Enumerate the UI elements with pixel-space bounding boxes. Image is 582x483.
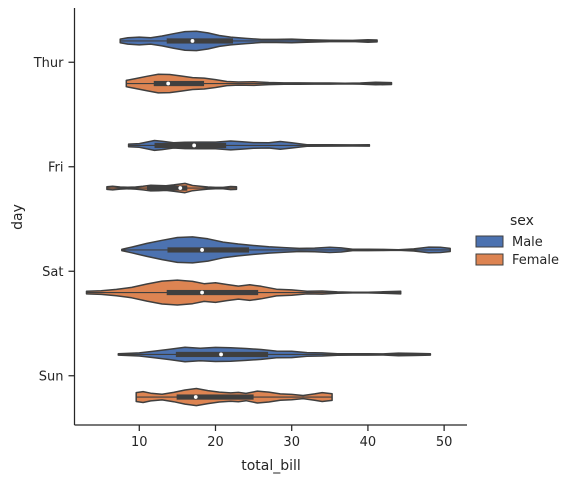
violin-fri-male-iqr-box xyxy=(154,142,227,149)
violin-thur-female-median-point xyxy=(166,81,171,86)
violin-thur-male-median-point xyxy=(190,39,195,43)
x-ticks: 10 20 30 40 50 xyxy=(131,425,452,450)
legend: sex Male Female xyxy=(475,213,559,268)
y-tick-label-thur: Thur xyxy=(33,56,64,71)
legend-swatch-male xyxy=(475,235,504,248)
violin-sat-male-iqr-box xyxy=(167,247,250,253)
violin-fri-female-median-point xyxy=(178,186,183,190)
violin-sat-male-median-point xyxy=(200,248,204,252)
y-tick-label-sat: Sat xyxy=(42,265,63,280)
x-tick-label-20: 20 xyxy=(207,435,224,450)
violin-sun-male-median-point xyxy=(219,352,223,357)
legend-swatch-female xyxy=(475,253,504,266)
x-tick-label-30: 30 xyxy=(283,435,300,450)
violin-fri-male-median-point xyxy=(192,143,197,148)
y-tick-label-fri: Fri xyxy=(48,160,64,175)
axes xyxy=(73,8,467,426)
y-axis-title: day xyxy=(10,204,26,230)
x-tick-label-50: 50 xyxy=(436,435,453,450)
violins-layer xyxy=(85,30,451,407)
legend-label-female: Female xyxy=(512,253,559,268)
violin-sun-female-iqr-box xyxy=(176,394,254,400)
y-ticks: Thur Fri Sat Sun xyxy=(33,56,75,384)
violin-sat-female-median-point xyxy=(200,290,204,295)
x-tick-label-40: 40 xyxy=(360,435,377,450)
violin-sat-female-iqr-box xyxy=(166,289,259,296)
violin-thur-female-iqr-box xyxy=(153,80,205,87)
legend-label-male: Male xyxy=(512,235,543,250)
y-tick-label-sun: Sun xyxy=(39,369,64,384)
x-axis-title: total_bill xyxy=(241,458,301,474)
violin-thur-male-iqr-box xyxy=(166,38,234,44)
violin-sun-female-median-point xyxy=(193,395,198,399)
legend-title: sex xyxy=(510,213,534,229)
violin-fri-female-iqr-box xyxy=(146,185,188,191)
x-tick-label-10: 10 xyxy=(131,435,148,450)
